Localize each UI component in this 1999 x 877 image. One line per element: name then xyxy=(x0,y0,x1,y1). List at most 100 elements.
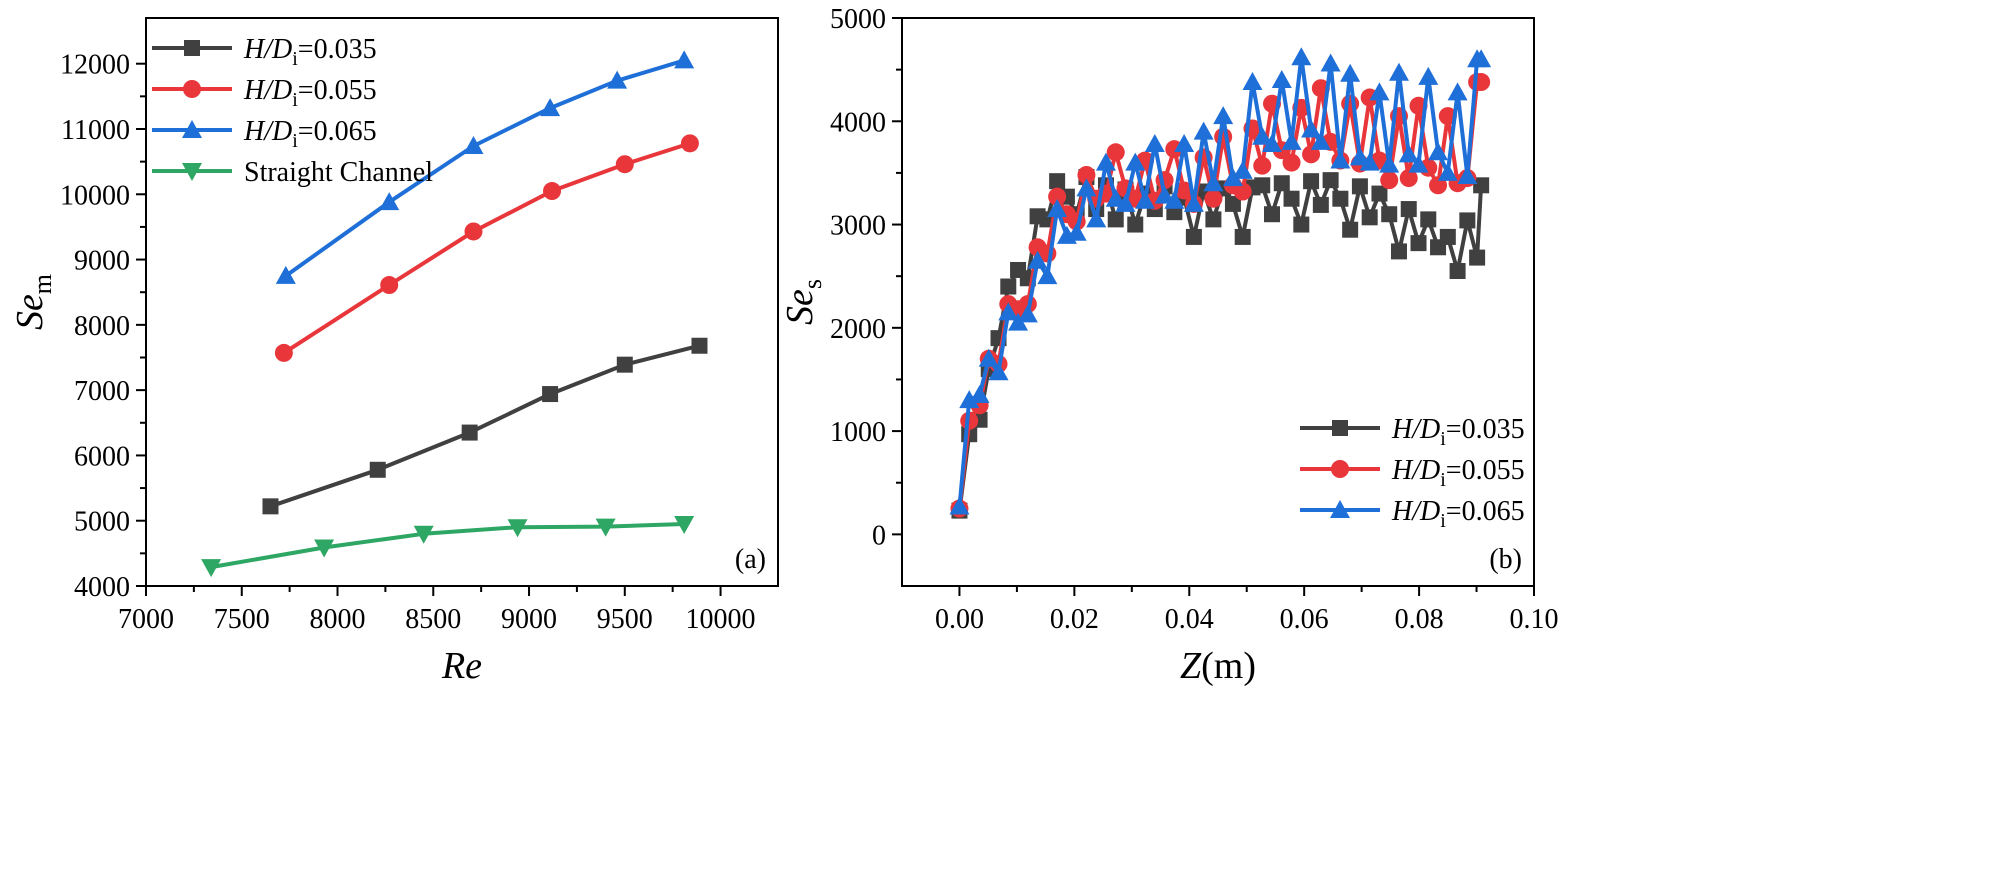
chart-b-data-point xyxy=(1359,152,1380,171)
chart-a-series-1 xyxy=(274,134,699,362)
chart-a-series-line xyxy=(284,58,685,278)
chart-a-panel-label: (a) xyxy=(735,544,766,575)
chart-a-x-tick-label: 9000 xyxy=(501,604,557,635)
chart-a-legend-marker xyxy=(182,120,202,138)
chart-b-data-point xyxy=(1342,221,1359,238)
chart-a-series-3 xyxy=(201,515,695,578)
chart-b-data-point xyxy=(1000,278,1017,295)
chart-b-data-point xyxy=(1459,212,1476,229)
chart-b-data-point xyxy=(1437,162,1458,181)
chart-b-data-point xyxy=(1125,152,1146,171)
chart-a-data-point xyxy=(680,134,699,153)
chart-a-data-point xyxy=(691,337,708,354)
chart-b-data-point xyxy=(1205,211,1222,228)
chart-a-series-line xyxy=(210,522,685,570)
chart-b-data-point xyxy=(1322,172,1339,189)
chart-b-data-point xyxy=(1008,312,1029,331)
chart-a-data-point xyxy=(369,461,386,478)
chart-a-data-point xyxy=(380,276,399,295)
chart-a-y-tick-label: 12000 xyxy=(60,50,130,81)
chart-b-data-point xyxy=(1086,209,1107,228)
chart-b-x-tick-label: 0.06 xyxy=(1280,604,1329,635)
chart-a-data-point xyxy=(542,386,559,403)
chart-a-plot-frame xyxy=(145,17,779,587)
chart-a-data-point xyxy=(595,518,616,537)
chart-b-data-point xyxy=(1175,181,1194,200)
chart-b-series-2 xyxy=(949,47,1492,515)
chart-a-x-axis-title: Re xyxy=(441,645,482,687)
chart-a-y-tick-label: 10000 xyxy=(60,180,130,211)
chart-a-data-point xyxy=(607,70,628,89)
chart-a-x-tick-label: 7500 xyxy=(214,604,270,635)
chart-b-data-point xyxy=(1183,193,1204,212)
chart-b-data-point xyxy=(1115,193,1136,212)
chart-b-y-tick-label: 1000 xyxy=(830,417,886,448)
chart-a-data-point xyxy=(461,424,478,441)
chart-a-y-tick-label: 7000 xyxy=(74,376,130,407)
chart-b-data-point xyxy=(1303,173,1320,190)
panel-b: 0.00 0.02 0.04 0.06 0.08 0.10 0 1000 2000 3000 400… xyxy=(779,4,1559,687)
chart-b-legend-marker xyxy=(1332,420,1348,436)
chart-b-data-point xyxy=(1471,49,1492,68)
chart-b-data-point xyxy=(1371,185,1388,202)
chart-b-legend-label: H/Di=0.065 xyxy=(1391,496,1525,532)
chart-b-data-point xyxy=(1428,142,1449,161)
chart-b-data-point xyxy=(1047,199,1068,218)
chart-b-data-point xyxy=(1232,160,1253,179)
chart-a-data-point xyxy=(274,343,293,362)
chart-b-data-point xyxy=(1048,187,1067,206)
chart-b-data-point xyxy=(1164,190,1185,209)
chart-b-data-point xyxy=(1457,166,1478,185)
chart-b-data-point xyxy=(1253,156,1272,175)
chart-b-data-point xyxy=(1400,201,1417,218)
chart-a-data-point xyxy=(463,135,484,154)
chart-a-data-point xyxy=(674,50,695,69)
chart-a-x-tick-label: 10000 xyxy=(686,604,756,635)
chart-b-data-point xyxy=(998,302,1019,321)
chart-b-data-point xyxy=(1242,72,1263,91)
chart-a-data-point xyxy=(201,559,222,578)
chart-a-data-point xyxy=(314,539,335,558)
chart-a-x-tick-label: 8000 xyxy=(310,604,366,635)
chart-b-legend: H/Di=0.035 H/Di=0.055 H/Di=0.065 xyxy=(1300,414,1525,532)
chart-b-data-point xyxy=(1361,209,1378,226)
chart-b-x-tick-label: 0.00 xyxy=(935,604,984,635)
chart-a-legend-label: H/Di=0.055 xyxy=(243,75,377,111)
chart-b-data-point xyxy=(1076,178,1097,197)
chart-b-data-point xyxy=(1301,119,1322,138)
chart-a-data-point xyxy=(543,182,562,201)
chart-a-data-point xyxy=(379,192,400,211)
panel-a: 7000 7500 8000 8500 9000 9500 10000 4000 5000 600… xyxy=(9,17,779,687)
chart-a-x-tick-label: 7000 xyxy=(118,604,174,635)
chart-b-legend-label: H/Di=0.035 xyxy=(1391,414,1525,450)
chart-b-data-point xyxy=(1281,131,1302,150)
chart-b-data-point xyxy=(1077,165,1096,184)
chart-b-y-tick-label: 0 xyxy=(872,520,886,551)
chart-a-data-point xyxy=(615,155,634,174)
chart-a-series-0 xyxy=(262,337,708,515)
chart-b-data-point xyxy=(1144,133,1165,152)
chart-b-data-point xyxy=(1379,154,1400,173)
chart-b-data-point xyxy=(1233,182,1252,201)
chart-b-data-point xyxy=(1282,153,1301,172)
chart-a-y-tick-label: 6000 xyxy=(74,441,130,472)
chart-a-y-tick-label: 11000 xyxy=(61,115,130,146)
chart-b-data-point xyxy=(1283,190,1300,207)
chart-a-data-point xyxy=(262,498,279,515)
chart-b-data-point xyxy=(1154,185,1175,204)
chart-a-data-point xyxy=(616,356,633,373)
chart-b-x-tick-label: 0.04 xyxy=(1165,604,1214,635)
chart-b-data-point xyxy=(1262,133,1283,152)
chart-b-data-point xyxy=(1017,304,1038,323)
chart-b-data-point xyxy=(1203,173,1224,192)
chart-b-data-point xyxy=(1027,250,1048,269)
chart-a-legend-label: Straight Channel xyxy=(244,157,433,188)
chart-a-series-line xyxy=(269,343,700,509)
chart-b-data-point xyxy=(1341,94,1360,113)
chart-a-data-point xyxy=(507,519,528,538)
chart-b-x-tick-label: 0.08 xyxy=(1395,604,1444,635)
chart-b-data-point xyxy=(1049,173,1066,190)
chart-b-data-point xyxy=(1349,147,1370,166)
chart-b-data-point xyxy=(1174,133,1195,152)
